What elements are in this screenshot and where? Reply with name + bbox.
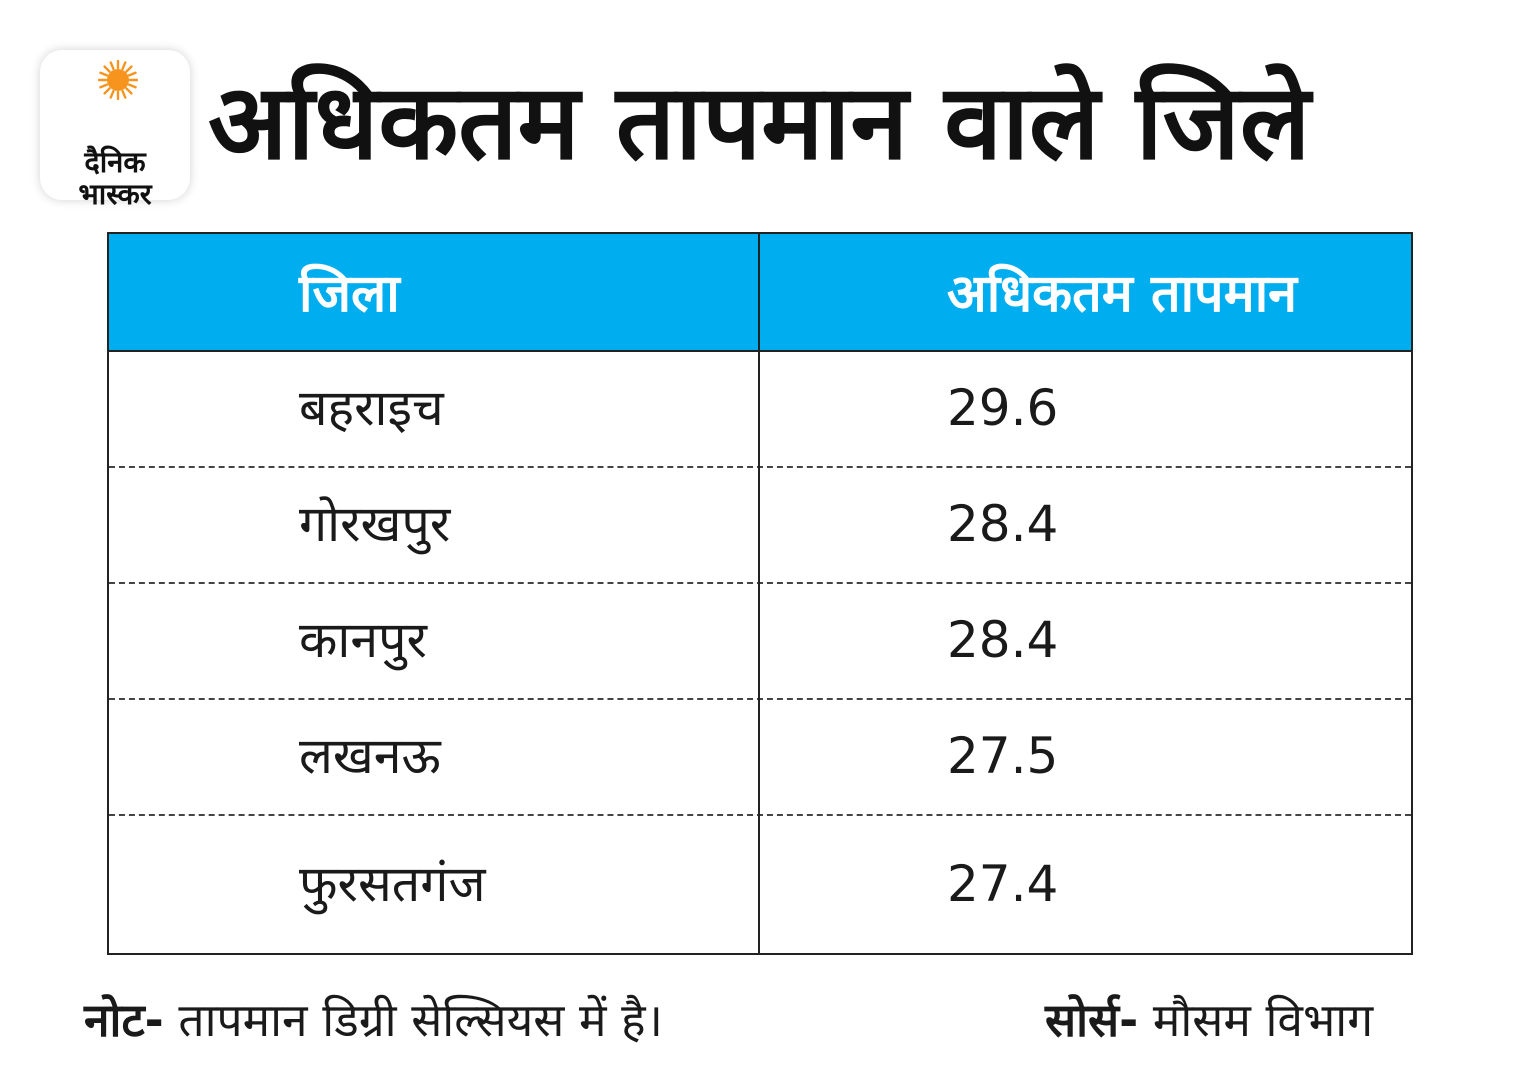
temperature-cell: 28.4 bbox=[947, 495, 1059, 553]
temperature-table: जिला अधिकतम तापमान बहराइच 29.6 गोरखपुर 2… bbox=[107, 232, 1413, 955]
source-text: मौसम विभाग bbox=[1152, 993, 1374, 1047]
source-label: सोर्स- bbox=[1045, 993, 1139, 1047]
table-row: कानपुर 28.4 bbox=[109, 584, 1411, 700]
table-row: फुरसतगंज 27.4 bbox=[109, 816, 1411, 953]
temperature-cell: 27.4 bbox=[947, 855, 1059, 913]
dainik-bhaskar-logo: दैनिक भास्कर bbox=[40, 50, 190, 210]
temperature-cell: 28.4 bbox=[947, 611, 1059, 669]
column-header-max-temp: अधिकतम तापमान bbox=[947, 264, 1298, 324]
footer-source: सोर्स- मौसम विभाग bbox=[1045, 990, 1373, 1050]
district-cell: गोरखपुर bbox=[299, 495, 451, 553]
column-divider bbox=[758, 234, 760, 953]
district-cell: लखनऊ bbox=[299, 727, 441, 785]
temperature-cell: 27.5 bbox=[947, 727, 1059, 785]
district-cell: बहराइच bbox=[299, 379, 444, 437]
table-header-row: जिला अधिकतम तापमान bbox=[109, 234, 1411, 352]
table-row: लखनऊ 27.5 bbox=[109, 700, 1411, 816]
logo-text-line2: भास्कर bbox=[78, 177, 152, 211]
column-header-district: जिला bbox=[299, 264, 400, 324]
district-cell: कानपुर bbox=[299, 611, 427, 669]
footer-note: नोट- तापमान डिग्री सेल्सियस में है। bbox=[84, 990, 663, 1050]
note-label: नोट- bbox=[84, 993, 164, 1047]
note-text: तापमान डिग्री सेल्सियस में है। bbox=[178, 993, 663, 1047]
table-row: बहराइच 29.6 bbox=[109, 352, 1411, 468]
logo-text-line1: दैनिक bbox=[84, 145, 146, 179]
sun-icon bbox=[98, 60, 138, 100]
page-title: अधिकतम तापमान वाले जिले bbox=[208, 61, 1311, 183]
table-row: गोरखपुर 28.4 bbox=[109, 468, 1411, 584]
temperature-cell: 29.6 bbox=[947, 379, 1059, 437]
district-cell: फुरसतगंज bbox=[299, 855, 486, 913]
